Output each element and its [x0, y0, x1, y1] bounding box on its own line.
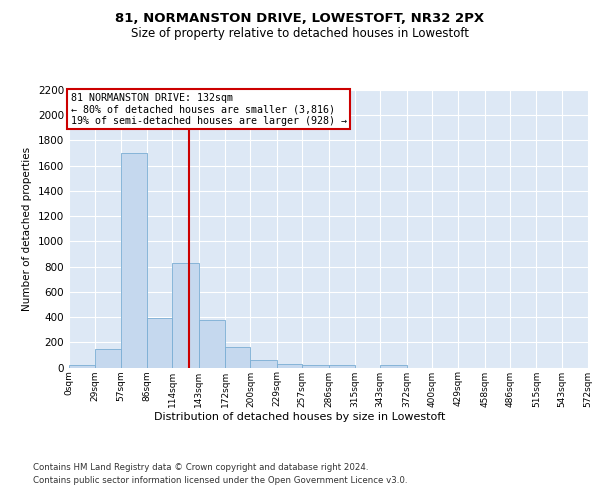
- Bar: [380, 365, 407, 368]
- Bar: [329, 365, 355, 368]
- Text: Contains public sector information licensed under the Open Government Licence v3: Contains public sector information licen…: [33, 476, 407, 485]
- Bar: [277, 364, 302, 368]
- Y-axis label: Number of detached properties: Number of detached properties: [22, 146, 32, 311]
- Text: 81, NORMANSTON DRIVE, LOWESTOFT, NR32 2PX: 81, NORMANSTON DRIVE, LOWESTOFT, NR32 2P…: [115, 12, 485, 26]
- Bar: [69, 365, 95, 368]
- Text: 81 NORMANSTON DRIVE: 132sqm
← 80% of detached houses are smaller (3,816)
19% of : 81 NORMANSTON DRIVE: 132sqm ← 80% of det…: [71, 92, 347, 126]
- Bar: [121, 153, 147, 368]
- Bar: [225, 348, 250, 368]
- Bar: [302, 365, 329, 368]
- Bar: [95, 348, 121, 368]
- Bar: [172, 263, 199, 368]
- Bar: [250, 360, 277, 368]
- Text: Size of property relative to detached houses in Lowestoft: Size of property relative to detached ho…: [131, 28, 469, 40]
- Text: Contains HM Land Registry data © Crown copyright and database right 2024.: Contains HM Land Registry data © Crown c…: [33, 462, 368, 471]
- Bar: [147, 318, 172, 368]
- Text: Distribution of detached houses by size in Lowestoft: Distribution of detached houses by size …: [154, 412, 446, 422]
- Bar: [199, 320, 225, 368]
